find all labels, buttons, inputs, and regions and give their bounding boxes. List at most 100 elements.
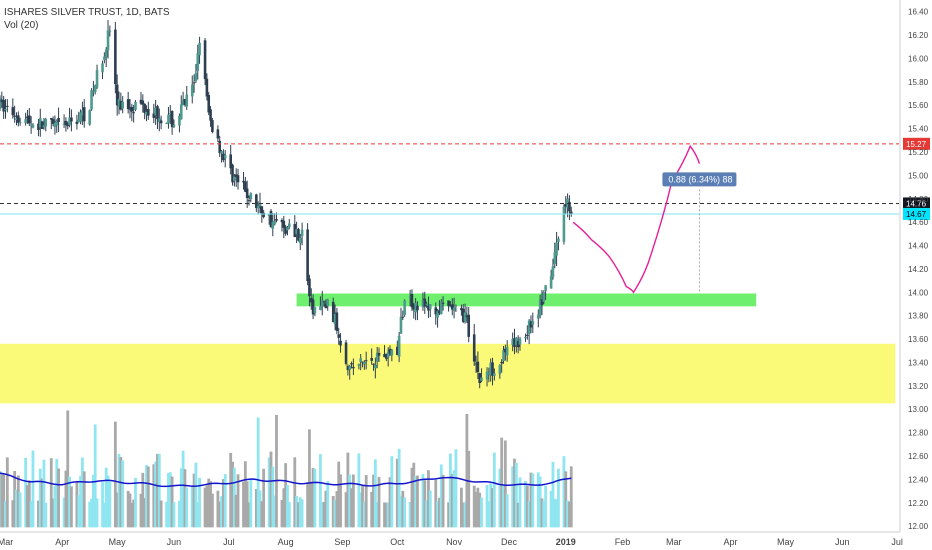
candle-body — [156, 106, 159, 120]
candle-body — [218, 140, 222, 153]
volume-bar — [18, 492, 22, 528]
y-tick-label: 13.00 — [908, 405, 929, 414]
volume-bar — [286, 484, 289, 528]
volume-bar — [335, 491, 339, 528]
candle-body — [141, 100, 145, 105]
candle-body — [93, 85, 97, 93]
candle-body — [190, 84, 194, 97]
projection-path — [572, 144, 701, 294]
candle-body — [203, 40, 207, 80]
candle-body — [101, 63, 104, 73]
candle-body — [502, 350, 505, 362]
volume-bar — [280, 499, 284, 528]
candle-body — [117, 98, 121, 107]
volume-bar — [190, 485, 194, 528]
volume-bar — [258, 490, 262, 528]
y-tick-label: 12.40 — [908, 475, 929, 484]
x-tick-label: 2019 — [556, 537, 576, 547]
support-zone-green — [296, 293, 757, 307]
volume-bar — [31, 450, 35, 528]
candle-body — [178, 115, 181, 126]
candle-body — [236, 175, 240, 183]
candle-body — [320, 300, 324, 306]
y-tick-label: 12.80 — [908, 429, 929, 438]
prev-close-price-label: 14.67 — [906, 210, 927, 219]
candle-body — [6, 105, 9, 107]
volume-bar — [13, 471, 17, 528]
volume-bar — [51, 498, 55, 528]
candle-body — [49, 118, 53, 120]
volume-bar — [324, 490, 328, 528]
volume-bar — [465, 413, 469, 528]
volume-bar — [269, 451, 273, 528]
volume-bar — [267, 457, 271, 528]
volume-bar — [273, 495, 277, 528]
x-tick-label: Sep — [334, 537, 350, 547]
volume-bar — [260, 501, 264, 528]
y-tick-label: 16.00 — [908, 54, 929, 63]
candle-body — [319, 306, 322, 311]
volume-bar — [454, 449, 458, 528]
candle-body — [339, 340, 342, 346]
volume-bar — [313, 468, 317, 528]
volume-bar — [5, 457, 9, 528]
candle-body — [196, 53, 200, 71]
candle-body — [474, 363, 478, 365]
x-tick-label: Aug — [278, 537, 294, 547]
candle-body — [350, 363, 353, 365]
volume-bar — [282, 488, 286, 528]
candle-body — [434, 307, 438, 315]
volume-bar — [403, 497, 407, 528]
volume-bar — [348, 474, 352, 528]
volume-bar — [503, 440, 507, 528]
volume-bar — [511, 466, 515, 528]
candle-body — [385, 353, 388, 359]
volume-bar — [414, 476, 418, 528]
candle-body — [447, 300, 450, 307]
volume-bar — [15, 489, 18, 528]
candle-body — [0, 99, 4, 103]
volume-bar — [377, 476, 381, 528]
volume-bar — [232, 467, 236, 528]
volume-bar — [287, 502, 291, 528]
volume-bar — [247, 502, 251, 528]
volume-bar — [157, 453, 161, 528]
volume-bar — [390, 456, 394, 528]
volume-layer — [0, 410, 573, 528]
volume-bar — [544, 485, 548, 528]
candle-body — [485, 371, 489, 380]
x-tick-label: May — [777, 537, 795, 547]
y-tick-label: 14.60 — [908, 218, 929, 227]
volume-bar — [397, 448, 401, 528]
volume-bar — [165, 501, 169, 528]
volume-bar — [91, 474, 95, 528]
candle-body — [165, 123, 168, 125]
symbol-title: ISHARES SILVER TRUST, 1D, BATS — [4, 7, 170, 18]
volume-bar — [449, 453, 452, 528]
candle-body — [529, 321, 533, 328]
candle-body — [143, 103, 146, 113]
candle-body — [460, 307, 463, 311]
volume-bar — [24, 457, 28, 528]
candle-body — [344, 342, 348, 364]
volume-bar — [410, 467, 414, 528]
volume-bar — [439, 464, 443, 528]
volume-bar — [311, 468, 315, 528]
candle-body — [147, 108, 150, 116]
volume-bar — [412, 462, 416, 528]
volume-bar — [143, 497, 147, 528]
candle-body — [553, 252, 557, 265]
volume-bar — [126, 490, 130, 528]
volume-bar — [463, 502, 467, 528]
candle-body — [331, 301, 335, 322]
candle-body — [262, 212, 265, 217]
candle-body — [421, 300, 425, 308]
volume-bar — [254, 489, 258, 528]
volume-bar — [441, 474, 445, 528]
volume-bar — [344, 492, 348, 528]
volume-bar — [234, 494, 238, 528]
volume-bar — [540, 498, 544, 528]
candle-body — [397, 335, 401, 357]
volume-bar — [203, 487, 207, 528]
